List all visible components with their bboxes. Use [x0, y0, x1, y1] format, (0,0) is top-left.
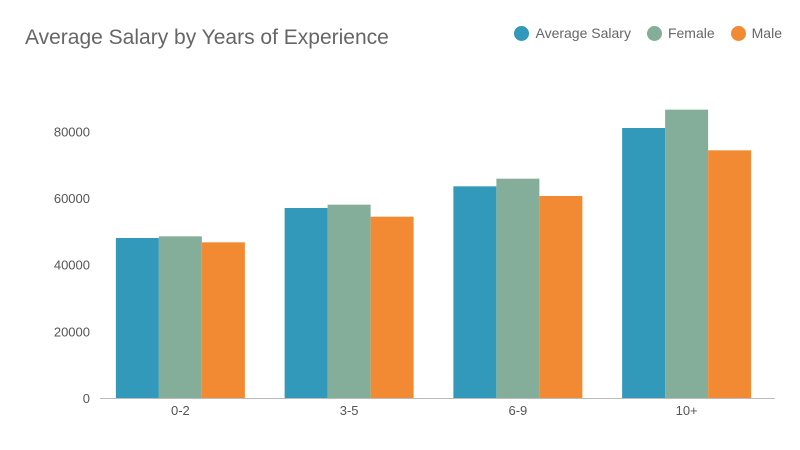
- x-tick-label-10: 10+: [676, 403, 698, 418]
- legend: Average Salary Female Male: [514, 25, 782, 41]
- x-tick-label-6-9: 6-9: [508, 403, 527, 418]
- y-tick-label-80000: 80000: [54, 124, 90, 139]
- x-tick-label-0-2: 0-2: [171, 403, 190, 418]
- bar-average-salary-3-5[interactable]: [284, 208, 328, 398]
- legend-item-female[interactable]: Female: [646, 25, 715, 41]
- bar-male-10[interactable]: [708, 150, 752, 398]
- y-axis-ticks: 0 20000 40000 60000 80000: [54, 124, 90, 406]
- legend-item-average-salary[interactable]: Average Salary: [514, 25, 631, 41]
- y-tick-label-40000: 40000: [54, 258, 90, 273]
- bars: [115, 109, 752, 399]
- bar-average-salary-10[interactable]: [622, 128, 666, 398]
- chart-title: Average Salary by Years of Experience: [25, 26, 389, 49]
- bar-average-salary-0-2[interactable]: [115, 238, 159, 398]
- y-tick-label-0: 0: [83, 391, 90, 406]
- bar-male-3-5[interactable]: [370, 216, 414, 398]
- bar-average-salary-6-9[interactable]: [453, 186, 497, 398]
- bar-male-0-2[interactable]: [201, 242, 245, 398]
- legend-item-male[interactable]: Male: [730, 25, 782, 41]
- legend-label-male: Male: [751, 25, 782, 41]
- bar-female-0-2[interactable]: [158, 236, 202, 398]
- legend-swatch-male: [730, 25, 746, 41]
- bar-female-6-9[interactable]: [496, 178, 540, 398]
- bar-female-3-5[interactable]: [327, 204, 371, 398]
- legend-swatch-female: [646, 25, 662, 41]
- bar-female-10[interactable]: [665, 109, 709, 399]
- x-axis-ticks: 0-2 3-5 6-9 10+: [171, 403, 698, 418]
- x-tick-label-3-5: 3-5: [340, 403, 359, 418]
- y-tick-label-20000: 20000: [54, 324, 90, 339]
- bar-male-6-9[interactable]: [539, 196, 583, 398]
- legend-label-female: Female: [667, 25, 715, 41]
- y-tick-label-60000: 60000: [54, 191, 90, 206]
- legend-swatch-average-salary: [514, 25, 530, 41]
- legend-label-average-salary: Average Salary: [535, 25, 631, 41]
